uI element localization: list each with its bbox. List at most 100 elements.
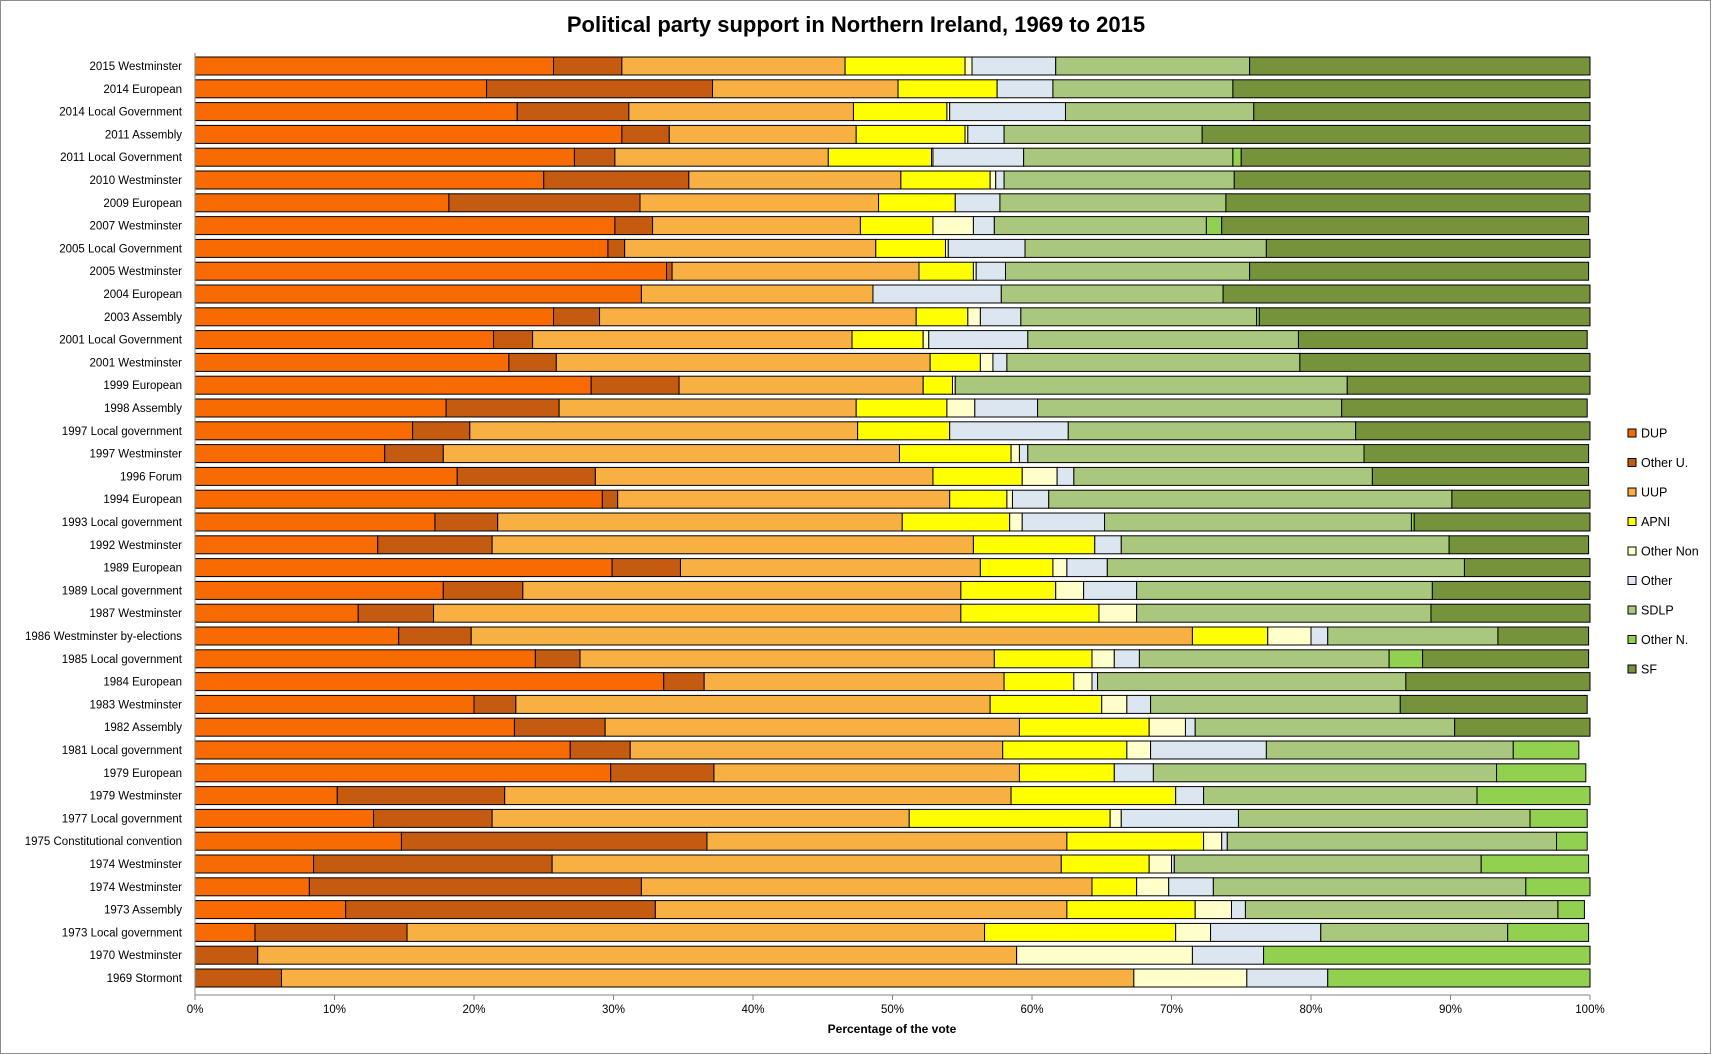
x-tick-label: 100% [1575, 1004, 1604, 1016]
bar-segment-dup [194, 512, 436, 532]
bar-segment-apni [915, 307, 969, 327]
bar-segment-other [1246, 968, 1329, 988]
bar-segment-dup [194, 261, 668, 281]
category-label: 2007 Westminster [90, 221, 183, 233]
bar-segment-other [1150, 740, 1267, 760]
bar-segment-other [928, 330, 1029, 350]
bar-segment-apni [875, 238, 947, 258]
bar-segment-sf [1346, 375, 1591, 395]
bar-segment-apni [855, 398, 948, 418]
bar-segment-other-u [384, 444, 444, 464]
bar-segment-sdlp [1024, 238, 1267, 258]
bar-segment-sf [1233, 170, 1591, 190]
bar-segment-dup [194, 193, 450, 213]
bar-segment-apni [851, 330, 924, 350]
bar-segment-apni [855, 124, 966, 144]
bar-segment-other-u [513, 717, 606, 737]
bar-segment-other-n [1556, 831, 1588, 851]
bar-segment-sf [1222, 284, 1591, 304]
x-tick-label: 30% [602, 1004, 625, 1016]
legend-swatch [1627, 546, 1637, 556]
bar-segment-dup [194, 466, 458, 486]
bar-segment-other [1066, 558, 1108, 578]
category-label: 1974 Westminster [90, 859, 183, 871]
category-label: 1979 European [103, 768, 182, 780]
bar-segment-sf [1240, 147, 1591, 167]
bar-segment-apni [984, 922, 1177, 942]
bar-segment-other-non [1098, 603, 1138, 623]
bar-segment-dup [194, 603, 359, 623]
bar-segment-other [975, 261, 1006, 281]
bar-segment-other-u [373, 808, 493, 828]
category-label: 1977 Local government [62, 813, 183, 825]
bar-segment-sf [1451, 489, 1591, 509]
bar-segment-other-u [610, 763, 715, 783]
bar-segment-other-non [1016, 945, 1193, 965]
bar-segment-other [1221, 831, 1228, 851]
bar-segment-other [1120, 808, 1239, 828]
bar-segment-other [1168, 877, 1214, 897]
bar-segment-other [979, 307, 1022, 327]
bar-segment-uup [652, 216, 861, 236]
bar-segment-other-n [1388, 649, 1424, 669]
bar-segment-uup [522, 580, 962, 600]
bar-segment-uup [639, 193, 880, 213]
bar-segment-other-n [1529, 808, 1588, 828]
bar-segment-sdlp [1237, 808, 1531, 828]
bar-segment-other-non [979, 352, 994, 372]
bar-segment-uup [679, 558, 981, 578]
bar-segment-other-u [508, 352, 557, 372]
bar-segment-dup [194, 398, 447, 418]
bar-segment-apni [1010, 786, 1177, 806]
bar-segment-sf [1431, 580, 1591, 600]
bar-segment-apni [1002, 740, 1128, 760]
bar-segment-other-non [1052, 558, 1068, 578]
legend-swatch [1627, 517, 1637, 526]
bar-segment-other [1018, 444, 1029, 464]
bar-segment-sdlp [1003, 170, 1235, 190]
bar-segment-sdlp [1106, 558, 1465, 578]
bar-segment-sf [1463, 558, 1591, 578]
bar-segment-other [932, 147, 1025, 167]
bar-segment-sf [1258, 307, 1591, 327]
bar-segment-other-n [1496, 763, 1587, 783]
bar-segment-uup [497, 512, 903, 532]
bar-segment-other-non [1194, 900, 1232, 920]
bar-segment-sdlp [1097, 672, 1407, 692]
bar-segment-other-u [663, 672, 705, 692]
bar-segment-sdlp [1037, 398, 1343, 418]
bar-segment-dup [194, 808, 375, 828]
category-label: 1986 Westminster by-elections [25, 631, 182, 643]
bar-segment-other [992, 352, 1008, 372]
bar-segment-apni [878, 193, 956, 213]
bar-segment-sdlp [1048, 489, 1453, 509]
x-tick-label: 80% [1299, 1004, 1322, 1016]
x-tick-label: 0% [187, 1004, 204, 1016]
bar-segment-other-u [486, 79, 714, 99]
bar-segment-sdlp [1052, 79, 1234, 99]
bar-segment-other [974, 398, 1039, 418]
bar-segment-sf [1221, 216, 1590, 236]
bar-segment-sdlp [954, 375, 1348, 395]
bar-segment-dup [194, 375, 592, 395]
bar-segment-uup [551, 854, 1062, 874]
bar-segment-apni [979, 558, 1054, 578]
bar-segment-other-u [434, 512, 499, 532]
bar-segment-other [872, 284, 1002, 304]
bar-segment-sf [1249, 56, 1591, 76]
category-label: 2004 European [103, 289, 182, 301]
bar-segment-uup [433, 603, 962, 623]
bar-segment-other-n [1525, 877, 1591, 897]
bar-segment-other-u [569, 740, 631, 760]
bar-segment-apni [989, 694, 1103, 714]
bar-segment-dup [194, 284, 642, 304]
bar-segment-other-n [1480, 854, 1590, 874]
bar-segment-sf [1341, 398, 1588, 418]
bar-segment-uup [629, 740, 1004, 760]
bar-segment-sdlp [1003, 124, 1203, 144]
bar-segment-other-non [1010, 444, 1020, 464]
bar-segment-other-non [946, 398, 976, 418]
category-label: 1984 European [103, 677, 182, 689]
bar-segment-uup [470, 626, 1193, 646]
category-label: 1981 Local government [62, 745, 183, 757]
